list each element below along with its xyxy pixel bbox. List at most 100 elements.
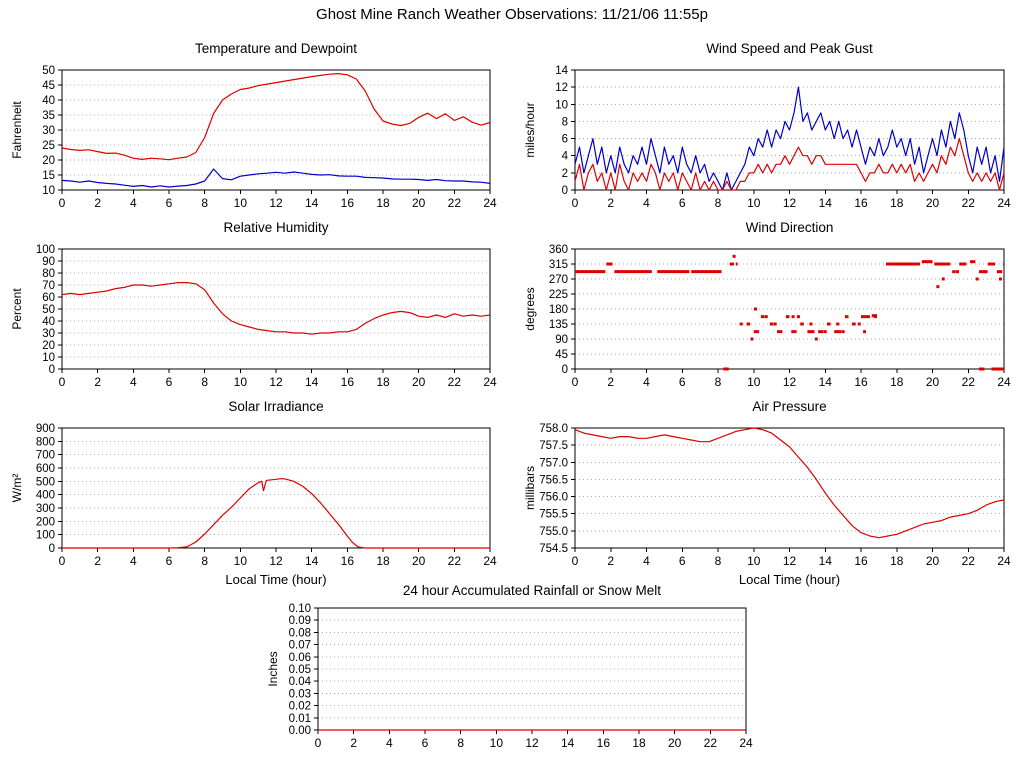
svg-text:4: 4 (130, 196, 137, 210)
svg-text:0.10: 0.10 (289, 603, 311, 615)
svg-text:20: 20 (926, 196, 940, 210)
chart-title: Air Pressure (752, 399, 826, 414)
svg-text:14: 14 (819, 196, 833, 210)
svg-text:6: 6 (679, 375, 686, 389)
y-axis-label: Percent (10, 288, 24, 330)
svg-text:18: 18 (376, 375, 390, 389)
svg-text:10: 10 (747, 196, 761, 210)
svg-text:756.0: 756.0 (539, 492, 568, 504)
y-axis-label: millibars (523, 466, 537, 510)
svg-text:16: 16 (341, 196, 355, 210)
pressure-chart-svg: Air Pressure 754.5 755.0 755.5 756.0 756.5 757… (523, 399, 1011, 587)
svg-text:4: 4 (643, 196, 650, 210)
svg-text:100: 100 (36, 530, 55, 542)
svg-text:14: 14 (819, 375, 833, 389)
svg-text:10: 10 (490, 736, 504, 750)
svg-text:0: 0 (59, 554, 66, 568)
chart-wind-direction: Wind Direction 0 45 90 135 180 225 270 315 360 0 2 4… (521, 215, 1024, 393)
chart-title: Relative Humidity (223, 220, 328, 235)
svg-text:6: 6 (422, 736, 429, 750)
chart-title: 24 hour Accumulated Rainfall or Snow Mel… (403, 583, 661, 598)
svg-text:20: 20 (926, 554, 940, 568)
svg-text:2: 2 (562, 168, 568, 180)
svg-text:25: 25 (42, 140, 55, 152)
svg-text:2: 2 (607, 196, 614, 210)
svg-text:0: 0 (59, 375, 66, 389)
svg-text:758.0: 758.0 (539, 423, 568, 435)
svg-text:12: 12 (525, 736, 539, 750)
svg-text:0.01: 0.01 (289, 713, 311, 725)
y-axis-label: Inches (266, 651, 280, 686)
rainfall-chart-svg: 24 hour Accumulated Rainfall or Snow Mel… (266, 583, 753, 750)
svg-text:6: 6 (679, 196, 686, 210)
svg-text:60: 60 (42, 292, 55, 304)
svg-text:16: 16 (854, 196, 868, 210)
svg-text:45: 45 (42, 80, 55, 92)
svg-text:45: 45 (555, 349, 568, 361)
svg-text:270: 270 (549, 274, 568, 286)
chart-title: Wind Direction (746, 220, 834, 235)
svg-text:10: 10 (747, 375, 761, 389)
svg-text:10: 10 (42, 352, 55, 364)
svg-text:8: 8 (715, 375, 722, 389)
y-axis-label: Fahrenheit (10, 101, 24, 159)
svg-text:8: 8 (201, 554, 208, 568)
svg-text:10: 10 (234, 375, 248, 389)
chart-relative-humidity: Relative Humidity 0 10 20 30 40 50 60 70 80 90 100 0… (8, 215, 510, 393)
svg-text:8: 8 (562, 116, 568, 128)
svg-text:0.06: 0.06 (289, 652, 311, 664)
svg-text:20: 20 (412, 196, 426, 210)
svg-text:100: 100 (36, 244, 55, 256)
svg-text:757.0: 757.0 (539, 457, 568, 469)
svg-text:8: 8 (201, 196, 208, 210)
svg-text:0.03: 0.03 (289, 688, 311, 700)
svg-text:24: 24 (739, 736, 753, 750)
svg-text:4: 4 (386, 736, 393, 750)
svg-text:2: 2 (94, 196, 101, 210)
svg-text:12: 12 (269, 375, 283, 389)
svg-text:4: 4 (562, 151, 569, 163)
page-title: Ghost Mine Ranch Weather Observations: 1… (316, 6, 708, 23)
svg-text:0: 0 (572, 554, 579, 568)
svg-text:755.5: 755.5 (539, 509, 568, 521)
svg-text:0: 0 (49, 543, 55, 555)
svg-text:757.5: 757.5 (539, 440, 568, 452)
svg-text:0.02: 0.02 (289, 701, 311, 713)
svg-text:12: 12 (269, 554, 283, 568)
humidity-chart-svg: Relative Humidity01020304050607080901000… (10, 220, 497, 389)
svg-text:70: 70 (42, 280, 55, 292)
svg-text:24: 24 (997, 375, 1011, 389)
svg-text:8: 8 (715, 554, 722, 568)
svg-text:22: 22 (448, 196, 462, 210)
svg-text:18: 18 (632, 736, 646, 750)
svg-text:30: 30 (42, 125, 55, 137)
svg-text:90: 90 (555, 334, 568, 346)
temperature-chart-svg: Temperature and Dewpoint1015202530354045… (10, 41, 497, 210)
svg-text:80: 80 (42, 268, 55, 280)
svg-text:6: 6 (166, 554, 173, 568)
svg-text:22: 22 (704, 736, 718, 750)
svg-text:2: 2 (607, 554, 614, 568)
svg-text:10: 10 (234, 196, 248, 210)
svg-text:600: 600 (36, 463, 55, 475)
svg-text:12: 12 (783, 196, 797, 210)
chart-title: Solar Irradiance (228, 399, 323, 414)
svg-text:315: 315 (549, 259, 568, 271)
svg-text:50: 50 (42, 304, 55, 316)
svg-text:22: 22 (448, 554, 462, 568)
svg-text:700: 700 (36, 450, 55, 462)
svg-text:20: 20 (42, 340, 55, 352)
svg-text:22: 22 (448, 375, 462, 389)
svg-text:10: 10 (234, 554, 248, 568)
svg-text:35: 35 (42, 110, 55, 122)
svg-text:40: 40 (42, 95, 55, 107)
svg-text:0.05: 0.05 (289, 664, 311, 676)
svg-text:90: 90 (42, 256, 55, 268)
svg-text:12: 12 (783, 375, 797, 389)
svg-text:24: 24 (997, 196, 1011, 210)
svg-text:10: 10 (555, 99, 568, 111)
svg-text:755.0: 755.0 (539, 526, 568, 538)
svg-text:22: 22 (962, 196, 976, 210)
svg-text:0.09: 0.09 (289, 615, 311, 627)
